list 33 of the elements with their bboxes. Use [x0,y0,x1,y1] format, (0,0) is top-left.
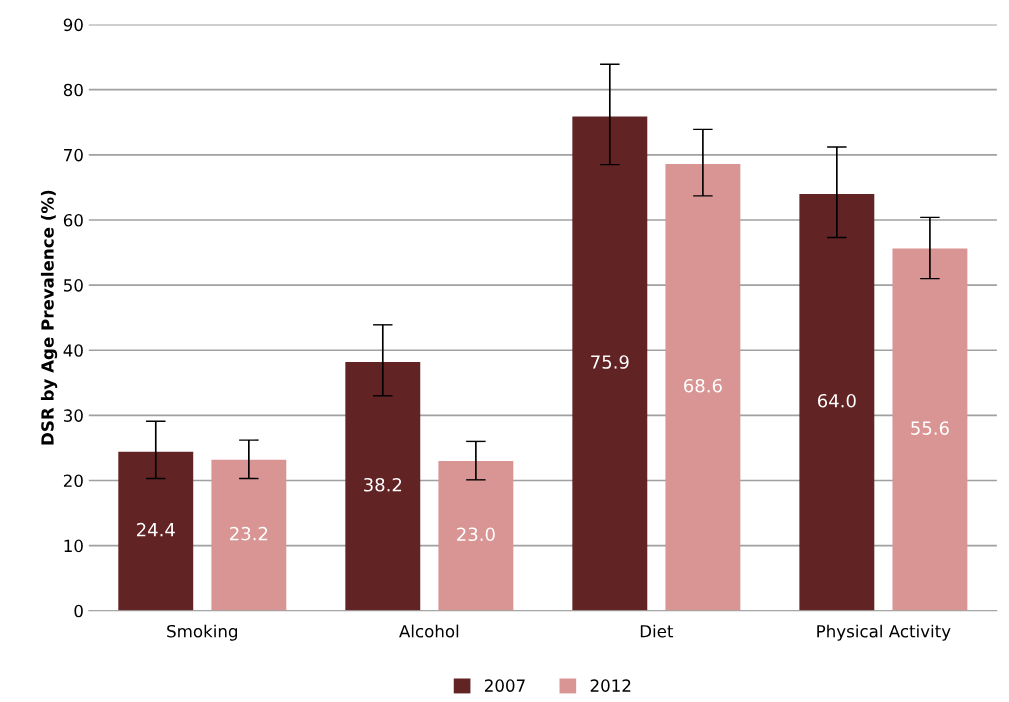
bar [892,248,968,611]
y-tick-label: 10 [64,539,83,553]
bar [799,193,875,611]
data-label: 68.6 [684,378,722,393]
y-tick-label: 40 [63,344,83,357]
y-tick-label: 80 [63,83,83,97]
bar [211,459,287,611]
data-label: 24.4 [136,522,175,537]
bar [118,451,194,611]
legend-label: 2012 [590,679,631,692]
y-tick-label: 90 [63,18,83,32]
y-axis-title: DSR by Age Prevalence (%) [40,190,58,445]
bar [438,460,514,611]
data-label: 55.6 [911,421,949,435]
x-tick-label: Physical Activity [817,624,951,641]
y-tick-label: 20 [63,474,83,488]
data-label: 75.9 [591,355,629,369]
y-tick-label: 60 [63,213,83,227]
x-tick-label: Smoking [167,624,238,641]
legend-label: 2007 [484,679,525,692]
bar [665,163,741,611]
data-label: 64.0 [818,393,856,408]
data-label: 23.0 [457,527,495,542]
y-tick-label: 0 [74,604,83,618]
y-tick-label: 70 [64,148,83,162]
bar [572,116,648,611]
x-tick-label: Alcohol [399,624,459,638]
data-label: 23.2 [230,526,268,541]
bar [345,361,421,611]
y-tick-label: 50 [64,279,83,292]
x-tick-label: Diet [640,624,674,638]
y-tick-label: 30 [63,409,83,422]
data-label: 38.2 [364,477,402,492]
